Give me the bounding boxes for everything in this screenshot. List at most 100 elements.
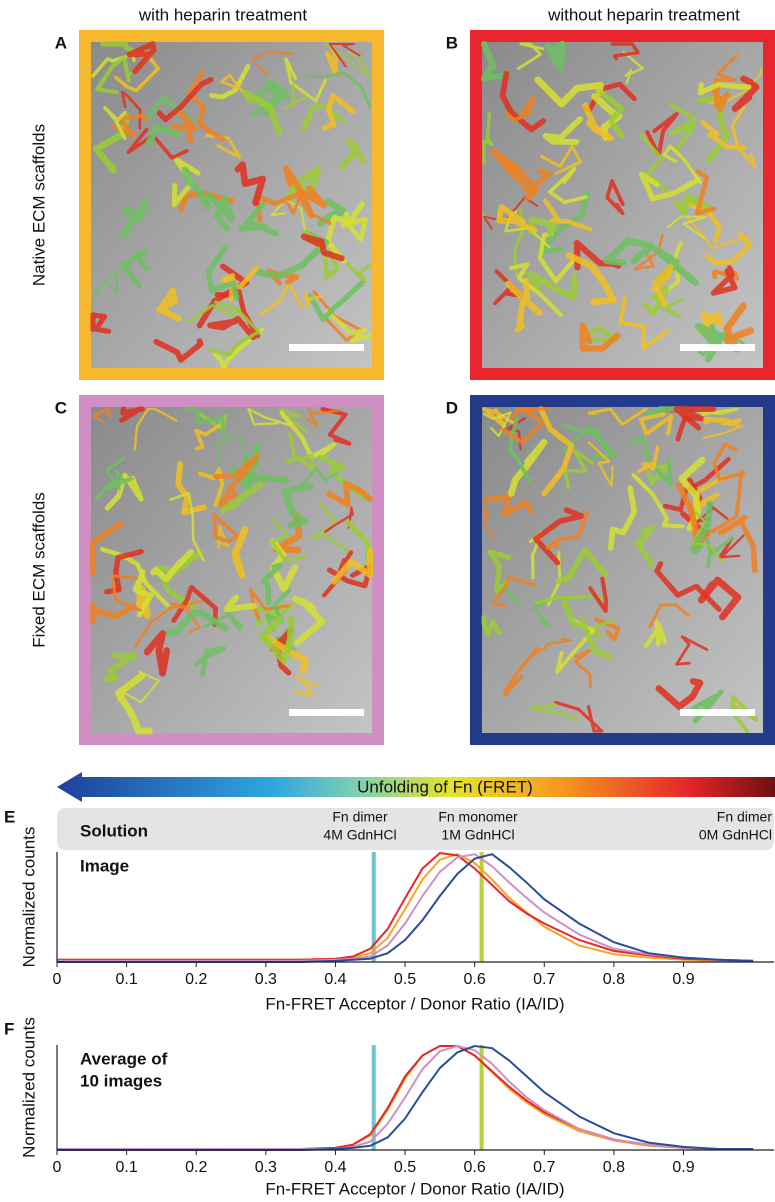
scale-bar bbox=[680, 344, 755, 351]
fiber bbox=[540, 145, 583, 176]
fiber bbox=[305, 408, 341, 428]
annotation: Fn monomer bbox=[438, 809, 518, 825]
fiber bbox=[324, 42, 372, 78]
fiber bbox=[481, 614, 502, 637]
fiber bbox=[499, 407, 545, 445]
fiber bbox=[265, 635, 309, 675]
fiber bbox=[182, 598, 210, 634]
fiber bbox=[284, 57, 328, 103]
fiber bbox=[209, 63, 251, 100]
fiber bbox=[320, 406, 352, 446]
fiber bbox=[668, 102, 698, 152]
fiber bbox=[90, 602, 136, 625]
fiber bbox=[323, 506, 354, 534]
x-tick-label: 0.5 bbox=[394, 971, 416, 988]
fiber bbox=[136, 585, 151, 619]
fiber bbox=[304, 291, 324, 308]
fiber bbox=[480, 40, 509, 82]
fiber bbox=[673, 192, 711, 216]
fiber bbox=[91, 268, 118, 302]
fiber bbox=[717, 514, 758, 574]
fiber bbox=[197, 467, 225, 508]
fiber bbox=[321, 92, 356, 131]
fiber bbox=[507, 438, 548, 497]
fiber bbox=[331, 548, 374, 585]
fiber bbox=[543, 198, 593, 232]
fiber bbox=[102, 652, 138, 682]
series-line bbox=[57, 852, 754, 962]
x-tick-label: 0.2 bbox=[185, 1159, 207, 1176]
colorbar-label: Unfolding of Fn (FRET) bbox=[357, 777, 533, 796]
fiber bbox=[205, 244, 240, 301]
panel-letter: E bbox=[4, 807, 15, 826]
fiber bbox=[645, 111, 679, 158]
fiber bbox=[696, 310, 724, 337]
fiber bbox=[502, 646, 540, 697]
fiber bbox=[216, 486, 239, 509]
fiber bbox=[642, 285, 670, 316]
fiber bbox=[543, 40, 566, 72]
fiber bbox=[528, 216, 558, 237]
fiber bbox=[687, 217, 751, 250]
fiber bbox=[588, 425, 618, 460]
fiber bbox=[505, 277, 543, 317]
annotation: 4M GdnHCl bbox=[323, 827, 396, 843]
fiber bbox=[325, 200, 366, 264]
fiber bbox=[156, 76, 214, 123]
x-tick-label: 0.7 bbox=[533, 1159, 555, 1176]
scale-bar bbox=[289, 709, 364, 716]
fiber bbox=[95, 55, 131, 95]
fiber bbox=[588, 576, 608, 613]
scale-bar bbox=[680, 709, 755, 716]
fiber bbox=[673, 406, 716, 431]
fiber bbox=[293, 676, 319, 697]
fiber bbox=[648, 603, 690, 629]
fiber bbox=[529, 703, 579, 722]
fiber bbox=[155, 287, 182, 322]
fiber bbox=[554, 700, 604, 733]
fiber bbox=[702, 422, 744, 439]
fiber bbox=[631, 473, 685, 529]
fiber bbox=[514, 300, 526, 333]
fiber bbox=[703, 416, 742, 427]
fiber bbox=[170, 110, 198, 145]
fiber bbox=[690, 689, 724, 724]
fiber bbox=[712, 442, 746, 482]
scale-bar bbox=[289, 344, 364, 351]
fiber bbox=[206, 192, 235, 232]
fiber bbox=[655, 678, 704, 710]
y-axis-label: Normalized counts bbox=[19, 1017, 38, 1158]
fiber bbox=[169, 491, 205, 562]
column-header: without heparin treatment bbox=[547, 5, 740, 24]
fiber bbox=[662, 456, 731, 512]
fiber bbox=[234, 161, 267, 206]
annotation: 1M GdnHCl bbox=[441, 827, 514, 843]
fiber bbox=[153, 338, 204, 363]
y-axis-label: Normalized counts bbox=[19, 827, 38, 968]
fiber bbox=[527, 270, 578, 301]
fiber bbox=[298, 467, 339, 489]
fiber bbox=[300, 233, 345, 262]
fiber bbox=[164, 609, 229, 637]
fiber bbox=[286, 188, 332, 226]
series-line bbox=[57, 1045, 754, 1150]
fiber bbox=[114, 50, 160, 93]
fiber bbox=[194, 422, 223, 451]
fiber bbox=[533, 507, 585, 566]
fiber bbox=[231, 525, 249, 580]
fiber bbox=[325, 480, 373, 508]
fiber bbox=[104, 456, 126, 491]
fiber bbox=[482, 493, 534, 518]
fiber bbox=[203, 607, 244, 631]
annotation: Fn dimer bbox=[332, 809, 388, 825]
panel-letter: A bbox=[55, 33, 67, 52]
micrograph bbox=[482, 407, 763, 733]
x-tick-label: 0 bbox=[53, 971, 62, 988]
fiber bbox=[220, 481, 264, 514]
fiber bbox=[633, 233, 664, 271]
fiber bbox=[211, 327, 265, 369]
fiber bbox=[181, 166, 212, 211]
fiber bbox=[697, 407, 739, 417]
fiber bbox=[310, 501, 350, 553]
